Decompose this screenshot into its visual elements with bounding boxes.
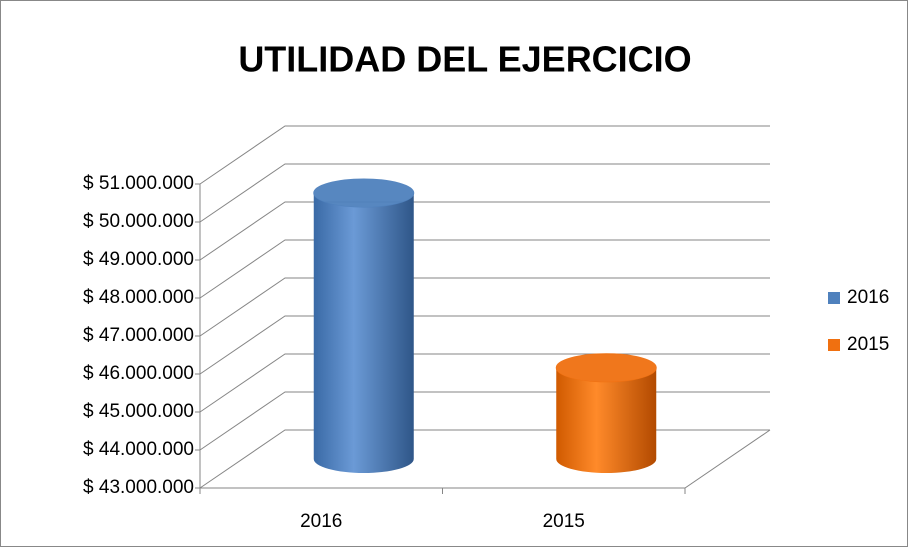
y-tick-label: $ 44.000.000 bbox=[83, 439, 194, 460]
y-tick-label: $ 51.000.000 bbox=[83, 173, 194, 194]
grid-line bbox=[199, 163, 770, 223]
y-tick-label: $ 49.000.000 bbox=[83, 249, 194, 270]
bar bbox=[313, 193, 414, 473]
legend-label: 2016 bbox=[847, 287, 889, 308]
x-tick-label: 2015 bbox=[543, 511, 585, 532]
bar bbox=[556, 367, 657, 474]
bar-top bbox=[313, 178, 415, 208]
grid-line bbox=[199, 239, 770, 299]
y-tick-label: $ 45.000.000 bbox=[83, 401, 194, 422]
legend-swatch bbox=[828, 339, 840, 351]
y-tick-label: $ 46.000.000 bbox=[83, 363, 194, 384]
bar-top bbox=[555, 353, 657, 383]
grid-line bbox=[199, 315, 770, 375]
y-tick-label: $ 50.000.000 bbox=[83, 211, 194, 232]
grid-line bbox=[199, 201, 770, 261]
y-tick-label: $ 43.000.000 bbox=[83, 477, 194, 498]
grid-line bbox=[199, 125, 770, 185]
legend-label: 2015 bbox=[847, 334, 889, 355]
y-tick-label: $ 48.000.000 bbox=[83, 287, 194, 308]
x-tick-label: 2016 bbox=[300, 511, 342, 532]
y-tick-label: $ 47.000.000 bbox=[83, 325, 194, 346]
grid-line bbox=[199, 277, 770, 337]
legend-swatch bbox=[828, 292, 840, 304]
chart-title: UTILIDAD DEL EJERCICIO bbox=[238, 39, 691, 80]
